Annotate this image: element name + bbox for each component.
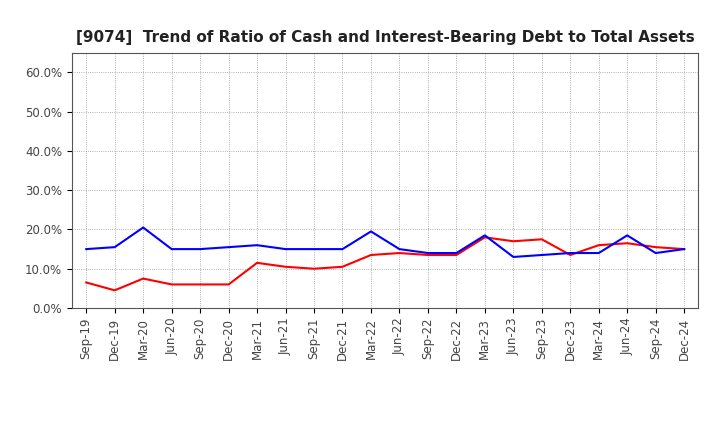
Interest-Bearing Debt: [253, 242, 261, 248]
Cash: [652, 245, 660, 250]
Interest-Bearing Debt: [509, 254, 518, 260]
Cash: [395, 250, 404, 256]
Cash: [623, 241, 631, 246]
Interest-Bearing Debt: [480, 233, 489, 238]
Cash: [110, 288, 119, 293]
Cash: [167, 282, 176, 287]
Cash: [310, 266, 318, 271]
Line: Cash: Cash: [86, 237, 684, 290]
Interest-Bearing Debt: [225, 245, 233, 250]
Cash: [595, 242, 603, 248]
Cash: [196, 282, 204, 287]
Interest-Bearing Debt: [595, 250, 603, 256]
Cash: [139, 276, 148, 281]
Line: Interest-Bearing Debt: Interest-Bearing Debt: [86, 227, 684, 257]
Cash: [253, 260, 261, 265]
Interest-Bearing Debt: [395, 246, 404, 252]
Cash: [566, 253, 575, 258]
Cash: [423, 253, 432, 258]
Interest-Bearing Debt: [452, 250, 461, 256]
Interest-Bearing Debt: [623, 233, 631, 238]
Interest-Bearing Debt: [282, 246, 290, 252]
Cash: [452, 253, 461, 258]
Interest-Bearing Debt: [310, 246, 318, 252]
Cash: [282, 264, 290, 269]
Interest-Bearing Debt: [366, 229, 375, 234]
Interest-Bearing Debt: [139, 225, 148, 230]
Cash: [366, 253, 375, 258]
Cash: [480, 235, 489, 240]
Cash: [509, 238, 518, 244]
Interest-Bearing Debt: [680, 246, 688, 252]
Interest-Bearing Debt: [110, 245, 119, 250]
Cash: [225, 282, 233, 287]
Cash: [338, 264, 347, 269]
Interest-Bearing Debt: [338, 246, 347, 252]
Interest-Bearing Debt: [423, 250, 432, 256]
Interest-Bearing Debt: [566, 250, 575, 256]
Interest-Bearing Debt: [537, 253, 546, 258]
Cash: [82, 280, 91, 285]
Interest-Bearing Debt: [652, 250, 660, 256]
Interest-Bearing Debt: [167, 246, 176, 252]
Title: [9074]  Trend of Ratio of Cash and Interest-Bearing Debt to Total Assets: [9074] Trend of Ratio of Cash and Intere…: [76, 29, 695, 45]
Interest-Bearing Debt: [196, 246, 204, 252]
Cash: [537, 237, 546, 242]
Cash: [680, 246, 688, 252]
Interest-Bearing Debt: [82, 246, 91, 252]
